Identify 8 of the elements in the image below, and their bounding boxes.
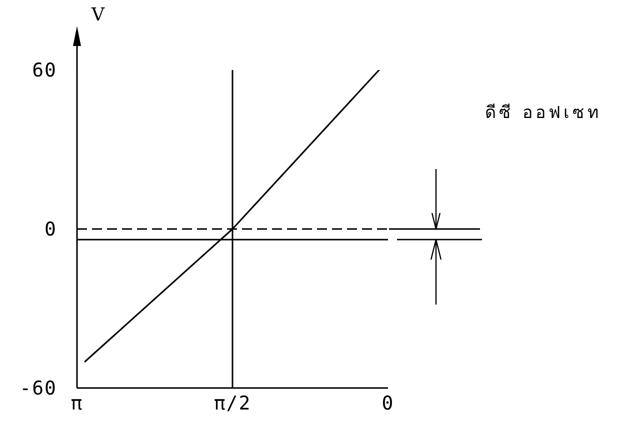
x-tick-label: π <box>70 392 84 414</box>
y-tick-label: 0 <box>44 218 57 241</box>
y-axis-title: V <box>90 4 106 26</box>
x-tick-label: π/2 <box>214 392 252 414</box>
y-tick-label: 60 <box>32 60 57 82</box>
x-tick-label: 0 <box>382 392 394 414</box>
text: ดีซี ออฟเซท <box>485 103 602 123</box>
y-tick-label: -60 <box>20 378 57 400</box>
